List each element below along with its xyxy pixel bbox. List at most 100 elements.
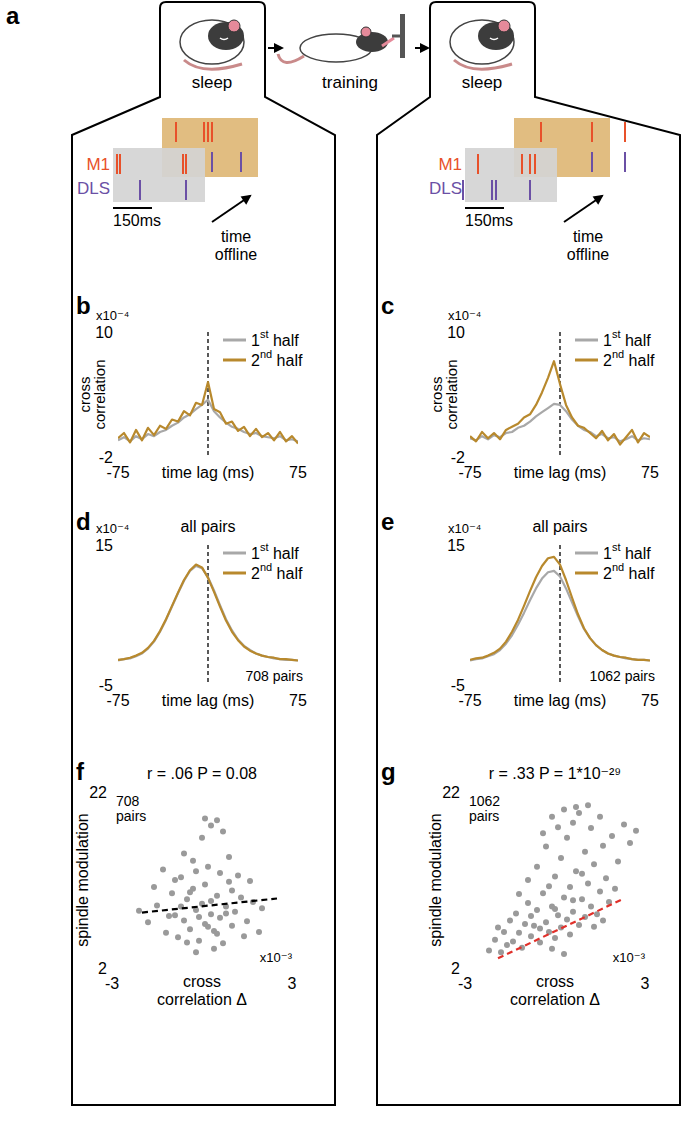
scatter-point	[549, 814, 555, 820]
legend-label: 2nd half	[251, 348, 303, 369]
scatter-point	[564, 917, 570, 923]
scatter-point	[226, 879, 232, 885]
chart-title: r = .06 P = 0.08	[147, 765, 257, 782]
scatter-point	[558, 855, 564, 861]
scatter-point	[498, 949, 504, 955]
rat-body	[450, 20, 514, 64]
scatter-point	[229, 888, 235, 894]
spike	[529, 180, 531, 200]
spike	[534, 154, 536, 174]
rat-body	[180, 20, 244, 64]
stage-label: sleep	[462, 73, 503, 92]
scatter-point	[567, 884, 573, 890]
legend-label: 1st half	[603, 541, 651, 562]
x-axis-title: time lag (ms)	[514, 464, 606, 481]
y-tick-label: 10	[447, 324, 465, 341]
scatter-point	[208, 898, 214, 904]
spike	[211, 152, 213, 172]
spike	[211, 122, 213, 142]
zero-line	[207, 332, 208, 457]
stage-label: training	[322, 73, 378, 92]
scatter-point	[154, 903, 160, 909]
scatter-point	[591, 861, 597, 867]
x-tick-label: 75	[641, 464, 659, 481]
chart-title: r = .33 P = 1*10⁻²⁹	[489, 765, 621, 782]
spike	[175, 122, 177, 142]
scatter-point	[516, 891, 522, 897]
scatter-point	[172, 877, 178, 883]
scatter-point	[238, 895, 244, 901]
scatter-point	[196, 914, 202, 920]
scatter-point	[190, 858, 196, 864]
y-axis-title: spindle modulation	[427, 813, 444, 946]
scatter-point	[549, 946, 555, 952]
panel-letter: c	[381, 292, 394, 319]
scatter-point	[166, 913, 172, 919]
y-tick-label: 15	[447, 537, 465, 554]
scatter-point	[504, 942, 510, 948]
scatter-point	[600, 917, 606, 923]
time-arrow-head	[593, 195, 604, 205]
scatter-point	[205, 864, 211, 870]
annotation: 708 pairs	[245, 668, 303, 684]
plot-area	[486, 802, 639, 958]
scatter-point	[546, 883, 552, 889]
scatter-point	[531, 923, 537, 929]
panel-letter: f	[76, 758, 85, 785]
plot-area	[470, 361, 650, 444]
legend-swatch	[575, 339, 598, 342]
panel-letter: b	[76, 292, 91, 319]
scatter-point	[259, 905, 265, 911]
scatter-point	[555, 912, 561, 918]
scatter-point	[543, 844, 549, 850]
column-frame	[72, 2, 335, 1105]
legend-swatch	[575, 572, 598, 575]
scatter-point	[217, 915, 223, 921]
rat-eye	[490, 38, 498, 40]
scatter-point	[582, 849, 588, 855]
scatter-point	[232, 909, 238, 915]
legend-label: 1st half	[251, 541, 299, 562]
scale-bar	[113, 207, 152, 209]
plot-area	[118, 382, 298, 443]
y-tick-label: 10	[95, 324, 113, 341]
scatter-point	[540, 890, 546, 896]
scatter-point	[220, 940, 226, 946]
scatter-point	[244, 918, 250, 924]
plot-area	[470, 557, 650, 661]
axis-multiplier: x10⁻³	[260, 950, 293, 965]
scatter-point	[585, 802, 591, 808]
lever-panel	[400, 14, 405, 58]
scatter-point	[507, 917, 513, 923]
panel-letter: d	[76, 508, 91, 535]
scatter-point	[528, 933, 534, 939]
stage-arrow-head	[274, 43, 284, 53]
scatter-point	[193, 868, 199, 874]
scatter-point	[136, 908, 142, 914]
scatter-point	[214, 817, 220, 823]
scatter-point	[627, 840, 633, 846]
scatter-point	[187, 889, 193, 895]
plot-area	[118, 565, 298, 661]
y-axis-title: crosscorrelation	[428, 359, 460, 429]
x-axis-title: time lag (ms)	[162, 464, 254, 481]
column-frame	[377, 2, 680, 1105]
scatter-point	[594, 911, 600, 917]
training-rat-icon	[278, 14, 405, 63]
scatter-point	[205, 924, 211, 930]
scatter-point	[576, 810, 582, 816]
scatter-point	[256, 929, 262, 935]
scatter-point	[579, 871, 585, 877]
scatter-point	[181, 851, 187, 857]
scatter-point	[534, 907, 540, 913]
scale-bar-label: 150ms	[465, 212, 513, 229]
raster-window-early	[113, 148, 205, 202]
spike	[182, 154, 184, 174]
x-tick-label: 75	[289, 692, 307, 709]
scatter-point	[169, 890, 175, 896]
zero-line	[559, 332, 560, 457]
axis-multiplier: x10⁻⁴	[448, 521, 481, 536]
arrow-label: timeoffline	[567, 228, 610, 263]
scatter-point	[196, 938, 202, 944]
scatter-point	[525, 877, 531, 883]
